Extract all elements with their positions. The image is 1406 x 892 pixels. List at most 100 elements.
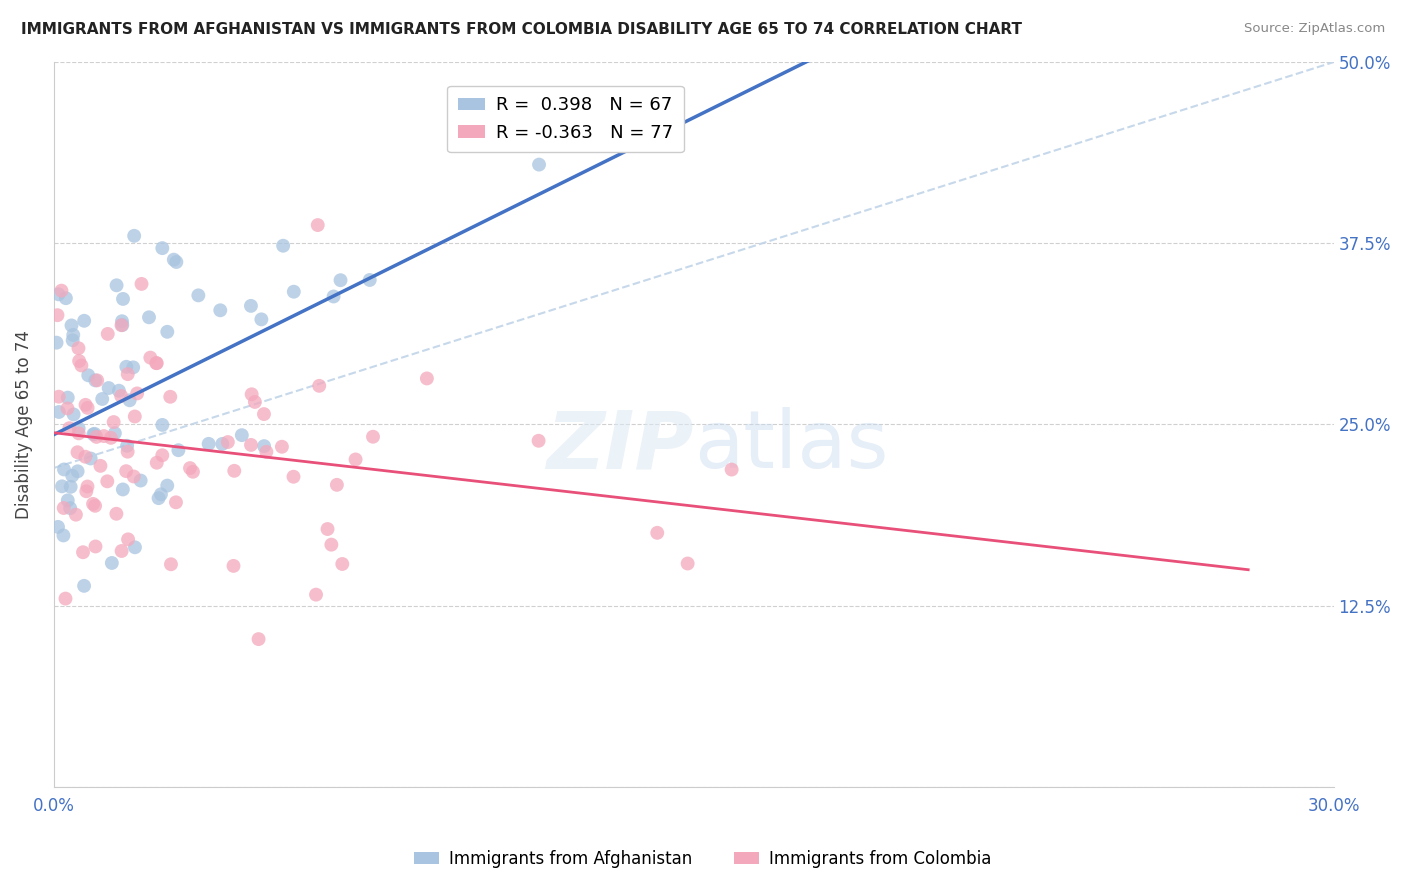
Point	[115, 359, 138, 374]
Point	[62, 408, 84, 422]
Point	[91, 392, 114, 406]
Point	[56, 493, 79, 508]
Point	[104, 426, 127, 441]
Point	[45, 335, 67, 350]
Point	[103, 415, 125, 429]
Point	[110, 318, 132, 333]
Point	[117, 367, 139, 381]
Point	[122, 469, 145, 483]
Point	[66, 445, 89, 459]
Point	[84, 540, 107, 554]
Point	[93, 429, 115, 443]
Point	[217, 435, 239, 450]
Point	[75, 484, 97, 499]
Point	[321, 538, 343, 552]
Point	[59, 501, 82, 516]
Point	[209, 303, 232, 318]
Point	[82, 427, 104, 442]
Point	[253, 439, 276, 453]
Point	[101, 556, 124, 570]
Point	[67, 421, 90, 435]
Point	[247, 632, 270, 646]
Point	[111, 483, 134, 497]
Point	[115, 464, 138, 478]
Point	[307, 218, 329, 232]
Point	[62, 333, 84, 347]
Point	[149, 487, 172, 501]
Legend: Immigrants from Afghanistan, Immigrants from Colombia: Immigrants from Afghanistan, Immigrants …	[408, 844, 998, 875]
Point	[187, 288, 209, 302]
Point	[59, 480, 82, 494]
Point	[139, 351, 162, 365]
Point	[283, 469, 305, 483]
Point	[645, 525, 668, 540]
Point	[73, 314, 96, 328]
Point	[52, 501, 75, 516]
Point	[105, 278, 128, 293]
Point	[84, 499, 107, 513]
Point	[720, 462, 742, 476]
Point	[110, 389, 132, 403]
Point	[96, 475, 118, 489]
Point	[115, 439, 138, 453]
Point	[179, 461, 201, 475]
Point	[111, 318, 134, 332]
Point	[46, 308, 69, 322]
Y-axis label: Disability Age 65 to 74: Disability Age 65 to 74	[15, 330, 32, 519]
Point	[239, 299, 262, 313]
Point	[211, 437, 233, 451]
Point	[48, 390, 70, 404]
Point	[82, 497, 104, 511]
Point	[167, 443, 190, 458]
Point	[416, 371, 439, 385]
Point	[156, 478, 179, 492]
Text: ZIP: ZIP	[547, 408, 693, 485]
Point	[150, 448, 173, 462]
Legend: R =  0.398   N = 67, R = -0.363   N = 77: R = 0.398 N = 67, R = -0.363 N = 77	[447, 86, 685, 153]
Point	[240, 387, 263, 401]
Point	[65, 508, 87, 522]
Point	[145, 356, 167, 370]
Point	[329, 273, 352, 287]
Point	[527, 158, 550, 172]
Point	[122, 360, 145, 375]
Point	[73, 579, 96, 593]
Point	[271, 440, 294, 454]
Point	[75, 450, 97, 464]
Point	[53, 462, 76, 476]
Point	[51, 479, 73, 493]
Point	[160, 558, 183, 572]
Point	[222, 558, 245, 573]
Point	[359, 273, 381, 287]
Point	[70, 359, 93, 373]
Point	[326, 478, 349, 492]
Point	[79, 451, 101, 466]
Point	[243, 395, 266, 409]
Point	[124, 409, 146, 424]
Point	[163, 252, 186, 267]
Point	[197, 437, 219, 451]
Point	[48, 405, 70, 419]
Point	[117, 444, 139, 458]
Point	[72, 545, 94, 559]
Point	[254, 445, 277, 459]
Point	[84, 373, 107, 387]
Point	[55, 591, 77, 606]
Point	[67, 341, 90, 355]
Point	[77, 368, 100, 383]
Point	[105, 507, 128, 521]
Point	[131, 277, 153, 291]
Point	[67, 354, 90, 368]
Point	[271, 238, 294, 252]
Point	[124, 541, 146, 555]
Point	[253, 407, 276, 421]
Point	[361, 430, 384, 444]
Point	[110, 544, 132, 558]
Point	[676, 557, 699, 571]
Point	[159, 390, 181, 404]
Point	[86, 430, 108, 444]
Point	[76, 479, 98, 493]
Point	[67, 426, 90, 441]
Point	[62, 327, 84, 342]
Point	[60, 318, 83, 333]
